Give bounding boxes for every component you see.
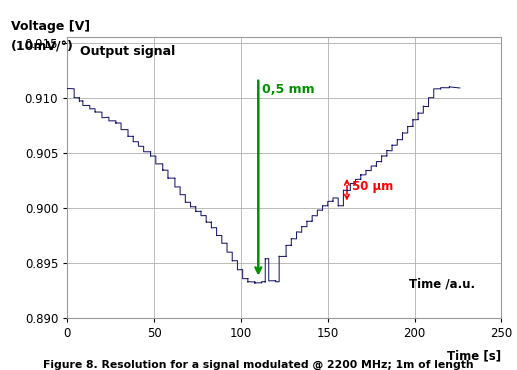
Text: 50 μm: 50 μm [352, 180, 393, 193]
Text: Voltage [V]: Voltage [V] [11, 20, 90, 33]
Text: 0,5 mm: 0,5 mm [262, 83, 314, 96]
Text: Output signal: Output signal [80, 46, 175, 58]
Text: Figure 8. Resolution for a signal modulated @ 2200 MHz; 1m of length: Figure 8. Resolution for a signal modula… [43, 360, 474, 370]
Text: Time [s]: Time [s] [447, 349, 501, 362]
Text: (10mV/°): (10mV/°) [11, 40, 73, 53]
Text: Time /a.u.: Time /a.u. [409, 277, 476, 290]
